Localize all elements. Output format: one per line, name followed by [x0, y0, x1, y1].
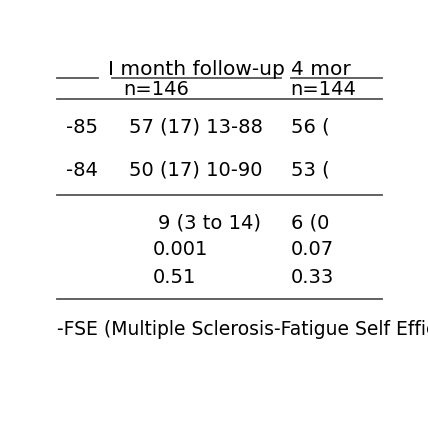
Text: 57 (17) 13-88: 57 (17) 13-88	[129, 118, 263, 137]
Text: 53 (: 53 (	[291, 160, 329, 179]
Text: 56 (: 56 (	[291, 118, 329, 137]
Text: 0.001: 0.001	[153, 240, 208, 259]
Text: I month follow-up: I month follow-up	[108, 60, 285, 79]
Text: 0.33: 0.33	[291, 268, 334, 287]
Text: 9 (3 to 14): 9 (3 to 14)	[158, 213, 261, 232]
Text: n=144: n=144	[291, 80, 357, 99]
Text: 50 (17) 10-90: 50 (17) 10-90	[129, 160, 263, 179]
Text: -85: -85	[66, 118, 98, 137]
Text: n=146: n=146	[123, 80, 189, 99]
Text: 6 (0: 6 (0	[291, 213, 329, 232]
Text: -84: -84	[66, 160, 98, 179]
Text: 4 mor: 4 mor	[291, 60, 351, 79]
Text: 0.51: 0.51	[153, 268, 196, 287]
Text: -FSE (Multiple Sclerosis-Fatigue Self Efficacy s: -FSE (Multiple Sclerosis-Fatigue Self Ef…	[57, 320, 428, 339]
Text: 0.07: 0.07	[291, 240, 334, 259]
